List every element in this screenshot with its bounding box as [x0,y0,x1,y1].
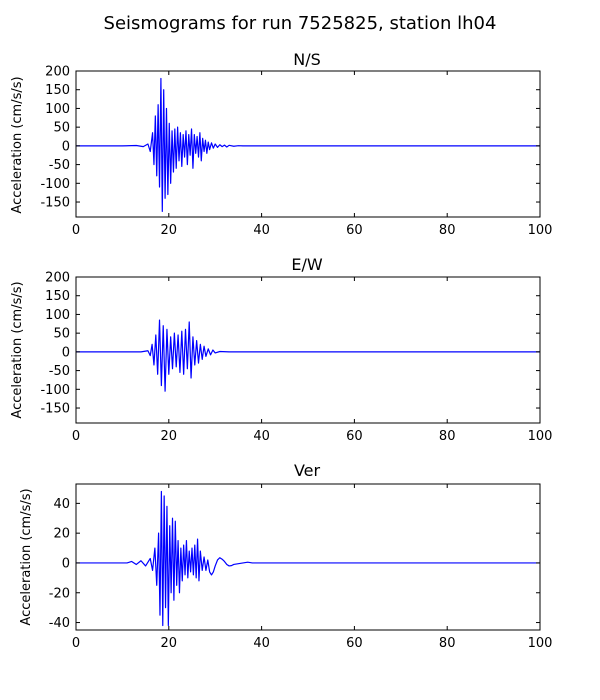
x-tick-label: 100 [528,429,553,444]
y-tick-label: -40 [49,616,70,631]
y-tick-label: -100 [40,177,70,192]
x-tick-label: 0 [72,429,80,444]
panel-ns: N/S Acceleration (cm/s/s) 0 20 40 60 80 100 -1… [10,50,552,238]
y-tick-label: 200 [45,65,70,80]
panel-ver: Ver Acceleration (cm/s/s) 0 20 40 60 80 100 -4… [19,461,552,651]
y-tick-label: 150 [45,83,70,98]
x-tick-label: 40 [253,429,270,444]
x-tick-label: 0 [72,636,80,651]
panel-title: E/W [291,255,323,274]
y-tick-label: 200 [45,271,70,286]
x-tick-label: 40 [253,636,270,651]
y-axis-label: Acceleration (cm/s/s) [10,76,25,213]
panel-ew: E/W Acceleration (cm/s/s) 0 20 40 60 80 100 -1… [10,255,552,444]
x-tick-label: 40 [253,223,270,238]
figure-title: Seismograms for run 7525825, station lh0… [104,13,497,34]
series-line [76,319,540,392]
x-tick-label: 80 [439,429,456,444]
y-tick-label: 150 [45,289,70,304]
y-tick-label: 20 [53,527,70,542]
x-tick-label: 80 [439,223,456,238]
y-tick-label: 100 [45,308,70,323]
y-tick-label: 0 [62,139,70,154]
y-axis-label: Acceleration (cm/s/s) [10,281,25,418]
x-tick-label: 60 [346,429,363,444]
series-line [76,77,540,212]
y-axis-label: Acceleration (cm/s/s) [19,488,34,625]
y-tick-label: 0 [62,556,70,571]
axes-frame [75,483,541,631]
x-tick-label: 60 [346,636,363,651]
y-tick-label: -100 [40,383,70,398]
x-tick-label: 80 [439,636,456,651]
x-tick-label: 20 [161,429,178,444]
y-tick-label: 100 [45,102,70,117]
panel-title: Ver [294,461,321,480]
axes-frame [75,276,541,424]
y-tick-label: -150 [40,196,70,211]
x-tick-label: 0 [72,223,80,238]
panel-title: N/S [293,50,321,69]
y-tick-label: -50 [49,158,70,173]
x-tick-label: 20 [161,223,178,238]
y-tick-label: -50 [49,364,70,379]
y-tick-label: 0 [62,345,70,360]
y-tick-label: -150 [40,402,70,417]
x-tick-label: 100 [528,223,553,238]
x-tick-label: 20 [161,636,178,651]
y-tick-label: 50 [53,327,70,342]
x-tick-label: 100 [528,636,553,651]
y-tick-label: -20 [49,586,70,601]
y-tick-label: 50 [53,121,70,136]
axes-frame [75,70,541,218]
y-tick-label: 40 [53,497,70,512]
x-tick-label: 60 [346,223,363,238]
series-line [76,490,540,627]
